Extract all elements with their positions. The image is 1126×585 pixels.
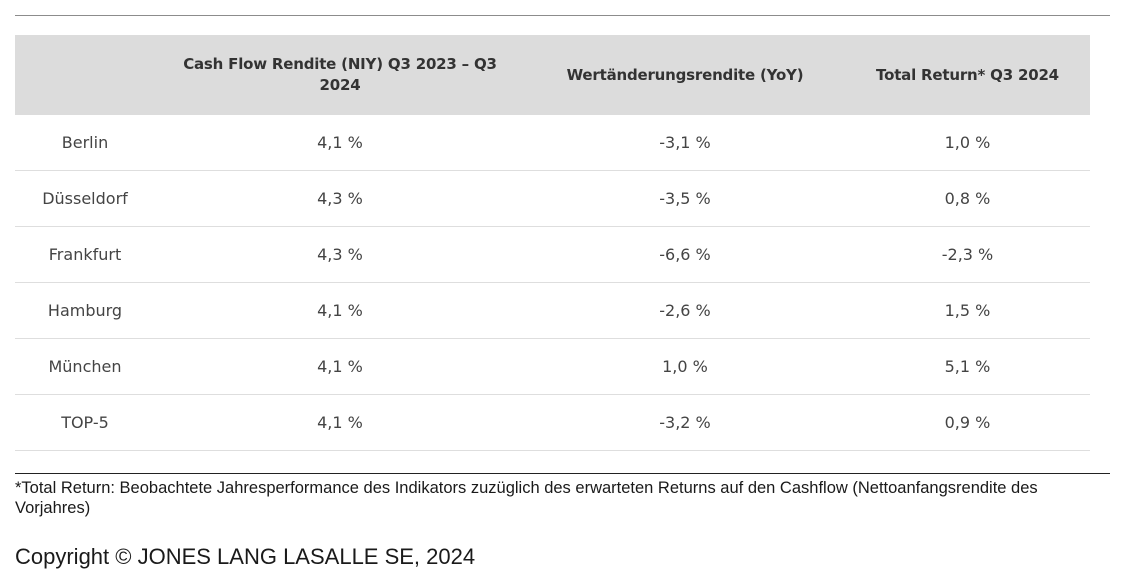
value-change-yield-cell: -3,2 % — [659, 413, 711, 432]
cash-flow-yield-cell: 4,1 % — [317, 133, 363, 152]
cash-flow-yield-cell: 4,1 % — [317, 357, 363, 376]
table-row: Düsseldorf 4,3 % -3,5 % 0,8 % — [15, 171, 1090, 227]
value-change-yield-cell: -6,6 % — [659, 245, 711, 264]
table-header: Cash Flow Rendite (NIY) Q3 2023 – Q3 202… — [15, 35, 1090, 115]
table-row: München 4,1 % 1,0 % 5,1 % — [15, 339, 1090, 395]
city-cell: Frankfurt — [48, 245, 122, 264]
cash-flow-yield-cell: 4,3 % — [317, 189, 363, 208]
table-row: TOP-5 4,1 % -3,2 % 0,9 % — [15, 395, 1090, 451]
table-row: Frankfurt 4,3 % -6,6 % -2,3 % — [15, 227, 1090, 283]
copyright-notice: Copyright © JONES LANG LASALLE SE, 2024 — [15, 544, 476, 569]
value-change-yield-cell: -3,5 % — [659, 189, 711, 208]
header-cell-value-change-yield: Wertänderungsrendite (YoY) — [566, 65, 804, 84]
bottom-divider — [15, 473, 1110, 474]
header-cell-cash-flow-yield: Cash Flow Rendite (NIY) Q3 2023 – Q3 202… — [183, 55, 497, 94]
total-return-cell: 0,8 % — [944, 189, 991, 208]
total-return-cell: -2,3 % — [941, 245, 994, 264]
cash-flow-yield-cell: 4,1 % — [317, 413, 363, 432]
city-cell: Berlin — [61, 133, 109, 152]
value-change-yield-cell: 1,0 % — [662, 357, 708, 376]
city-cell: TOP-5 — [61, 413, 109, 432]
value-change-yield-cell: -2,6 % — [659, 301, 711, 320]
total-return-cell: 1,5 % — [944, 301, 991, 320]
cash-flow-yield-cell: 4,3 % — [317, 245, 363, 264]
cash-flow-yield-cell: 4,1 % — [317, 301, 363, 320]
total-return-cell: 0,9 % — [944, 413, 991, 432]
table-row: Berlin 4,1 % -3,1 % 1,0 % — [15, 115, 1090, 171]
header-cell-total-return: Total Return* Q3 2024 — [876, 65, 1059, 84]
returns-table: Cash Flow Rendite (NIY) Q3 2023 – Q3 202… — [15, 35, 1090, 451]
city-cell: Düsseldorf — [42, 189, 128, 208]
table-row: Hamburg 4,1 % -2,6 % 1,5 % — [15, 283, 1090, 339]
footnote: *Total Return: Beobachtete Jahresperform… — [15, 479, 1038, 517]
city-cell: München — [48, 357, 122, 376]
top-divider — [15, 15, 1110, 16]
city-cell: Hamburg — [47, 301, 123, 320]
value-change-yield-cell: -3,1 % — [659, 133, 711, 152]
total-return-cell: 1,0 % — [944, 133, 991, 152]
total-return-cell: 5,1 % — [944, 357, 991, 376]
